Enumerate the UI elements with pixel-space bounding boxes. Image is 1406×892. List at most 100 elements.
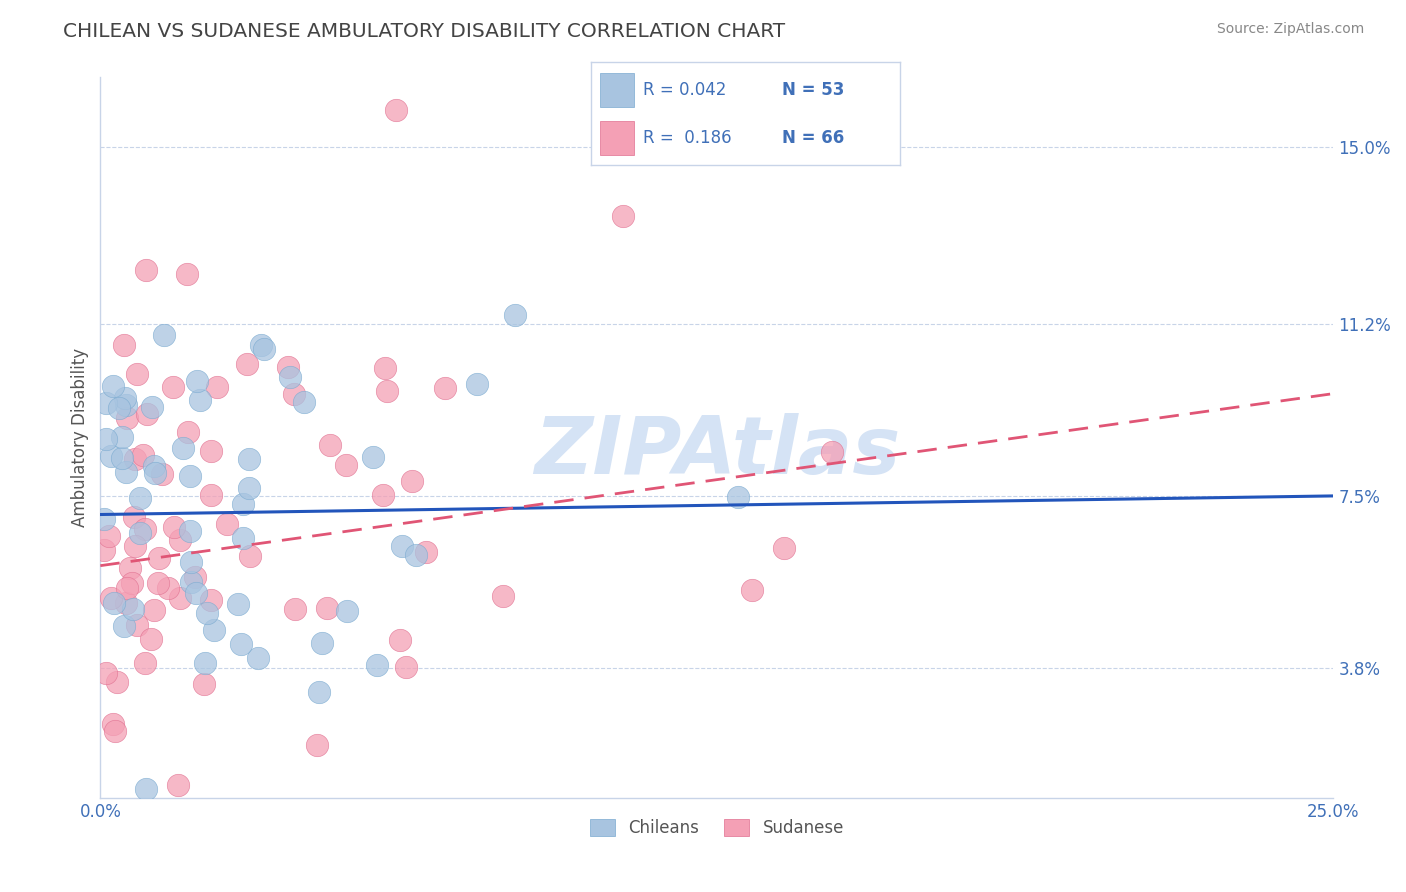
Point xyxy=(134,522,156,536)
Point xyxy=(311,635,333,649)
Point xyxy=(115,581,138,595)
Point xyxy=(238,451,260,466)
Point xyxy=(176,268,198,282)
Point xyxy=(253,342,276,356)
Point xyxy=(180,555,202,569)
Point xyxy=(104,724,127,739)
Point xyxy=(177,425,200,439)
Point xyxy=(139,632,162,647)
Point xyxy=(226,597,249,611)
Point xyxy=(232,497,254,511)
Point xyxy=(94,432,117,446)
Point xyxy=(142,459,165,474)
Point xyxy=(115,597,138,611)
Point xyxy=(111,451,134,466)
Point xyxy=(125,617,148,632)
Point xyxy=(236,357,259,371)
Point xyxy=(395,660,418,674)
Point xyxy=(741,582,763,597)
Point xyxy=(374,361,396,376)
Point xyxy=(100,591,122,605)
Point xyxy=(143,466,166,480)
Point xyxy=(124,509,146,524)
Point xyxy=(336,604,359,618)
Point xyxy=(122,602,145,616)
Point xyxy=(105,675,128,690)
Point xyxy=(194,656,217,670)
Point xyxy=(179,524,201,538)
Point xyxy=(215,516,238,531)
Point xyxy=(415,545,437,559)
Point xyxy=(821,444,844,458)
Point xyxy=(180,575,202,590)
Bar xyxy=(600,73,634,106)
Point xyxy=(284,602,307,616)
Point xyxy=(375,384,398,398)
Point xyxy=(129,491,152,505)
Point xyxy=(384,103,406,117)
Point xyxy=(200,488,222,502)
Point xyxy=(135,262,157,277)
Point xyxy=(193,677,215,691)
Point xyxy=(278,370,301,384)
Point xyxy=(308,685,330,699)
Point xyxy=(401,474,423,488)
Point xyxy=(207,380,229,394)
Point xyxy=(373,488,395,502)
Point xyxy=(335,458,357,473)
Text: ZIPAtlas: ZIPAtlas xyxy=(534,413,900,491)
Bar xyxy=(600,121,634,155)
Point xyxy=(405,548,427,562)
Point xyxy=(239,549,262,564)
Point xyxy=(195,606,218,620)
Point xyxy=(366,658,388,673)
Point xyxy=(112,618,135,632)
Point xyxy=(93,512,115,526)
Point xyxy=(277,359,299,374)
Point xyxy=(120,561,142,575)
Point xyxy=(391,539,413,553)
Point xyxy=(246,651,269,665)
Point xyxy=(101,379,124,393)
Point xyxy=(184,570,207,584)
Point xyxy=(283,387,305,401)
Point xyxy=(129,525,152,540)
Text: N = 53: N = 53 xyxy=(782,80,845,99)
Point xyxy=(112,338,135,352)
Point xyxy=(141,401,163,415)
Point xyxy=(179,469,201,483)
Point xyxy=(148,551,170,566)
Point xyxy=(115,398,138,412)
Text: R = 0.042: R = 0.042 xyxy=(643,80,727,99)
Point xyxy=(93,542,115,557)
Point xyxy=(184,586,207,600)
Point xyxy=(612,209,634,223)
Point xyxy=(115,410,138,425)
Point xyxy=(186,374,208,388)
Point xyxy=(100,449,122,463)
Point xyxy=(135,781,157,796)
Point xyxy=(124,451,146,466)
Point xyxy=(143,603,166,617)
Point xyxy=(172,441,194,455)
Point xyxy=(229,637,252,651)
Point xyxy=(94,666,117,681)
Point xyxy=(121,575,143,590)
Point xyxy=(134,656,156,670)
Point xyxy=(292,394,315,409)
Point xyxy=(124,540,146,554)
Point xyxy=(727,490,749,504)
Point xyxy=(232,531,254,545)
Point xyxy=(156,581,179,595)
Point xyxy=(131,448,153,462)
Point xyxy=(111,430,134,444)
Point xyxy=(167,778,190,792)
Text: Source: ZipAtlas.com: Source: ZipAtlas.com xyxy=(1216,22,1364,37)
Point xyxy=(162,520,184,534)
Point xyxy=(96,396,118,410)
Point xyxy=(433,382,456,396)
Point xyxy=(465,376,488,391)
Point xyxy=(250,337,273,351)
Point xyxy=(188,393,211,408)
Point xyxy=(361,450,384,464)
